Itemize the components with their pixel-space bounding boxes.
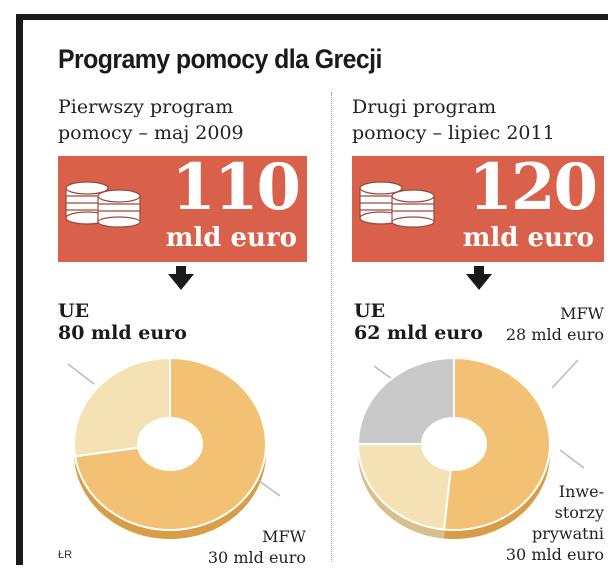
source-credit: ŁR xyxy=(58,549,73,561)
left-total-unit: mld euro xyxy=(165,223,297,253)
left-donut-hole xyxy=(138,418,202,470)
column-divider xyxy=(331,92,332,562)
right-ue-name: UE xyxy=(354,300,386,322)
right-total-banner: 120 mld euro xyxy=(352,152,604,262)
left-total-amount: 110 xyxy=(171,150,301,225)
right-inv-line2: storzy xyxy=(554,503,604,522)
right-donut-chart xyxy=(356,356,551,539)
left-mfw-name: MFW xyxy=(262,527,306,546)
right-ue-value: 62 mld euro xyxy=(354,322,483,344)
right-subtitle-line1: Drugi program xyxy=(352,96,497,118)
right-mfw-leader xyxy=(551,359,579,389)
left-ue-value: 80 mld euro xyxy=(58,322,187,344)
left-ue-leader xyxy=(67,363,95,385)
frame-left-rule xyxy=(16,14,23,565)
right-total-unit: mld euro xyxy=(462,223,594,253)
left-mfw-label: MFW 30 mld euro xyxy=(106,526,306,568)
right-donut-hole xyxy=(422,418,486,470)
left-mfw-leader xyxy=(257,479,281,497)
coins-icon xyxy=(65,181,141,228)
left-subtitle-line2: pomocy – maj 2009 xyxy=(58,122,244,144)
frame-top-rule xyxy=(16,14,608,20)
right-inv-leader xyxy=(559,449,585,469)
right-subtitle-line2: pomocy – lipiec 2011 xyxy=(352,122,555,144)
coins-icon xyxy=(359,181,435,228)
right-inv-line1: Inwe- xyxy=(558,482,604,501)
left-subtitle: Pierwszy program pomocy – maj 2009 xyxy=(58,94,318,146)
right-mfw-value: 28 mld euro xyxy=(505,325,604,344)
right-investors-label: Inwe- storzy prywatni 30 mld euro xyxy=(404,481,604,565)
arrow-down-icon xyxy=(168,266,194,290)
arrow-down-icon xyxy=(466,266,492,290)
right-inv-value: 30 mld euro xyxy=(505,545,604,564)
right-inv-line3: prywatni xyxy=(531,524,604,543)
left-ue-name: UE xyxy=(58,300,90,322)
left-donut-chart xyxy=(73,356,267,539)
left-mfw-value: 30 mld euro xyxy=(207,548,306,567)
left-subtitle-line1: Pierwszy program xyxy=(58,96,234,118)
left-total-banner: 110 mld euro xyxy=(58,152,307,262)
right-mfw-label: MFW 28 mld euro xyxy=(404,303,604,345)
right-total-amount: 120 xyxy=(468,150,598,225)
chart-title: Programy pomocy dla Grecji xyxy=(58,44,382,74)
right-mfw-name: MFW xyxy=(560,304,604,323)
right-subtitle: Drugi program pomocy – lipiec 2011 xyxy=(352,94,612,146)
